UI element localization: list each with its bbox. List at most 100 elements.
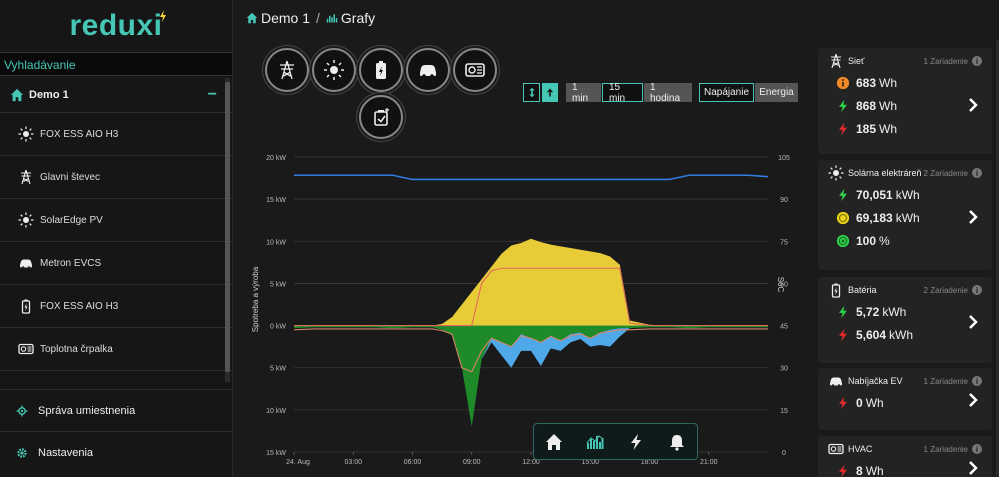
location-header[interactable]: Demo 1 −: [0, 78, 233, 113]
info-icon[interactable]: i: [972, 376, 982, 386]
energy-chart[interactable]: 20 kW 15 kW 10 kW 5 kW 0 kW 5 kW 10 kW 15 kW 105…: [246, 145, 806, 477]
summary-card[interactable]: Batéria 2 Zariadenie i 5,72 kWh 5,604 kW…: [818, 277, 992, 363]
info-icon[interactable]: i: [972, 56, 982, 66]
y-tick-label: 20 kW: [266, 155, 286, 162]
interval-label: 1 min: [572, 81, 589, 104]
toggle-stacked-button[interactable]: [523, 83, 540, 102]
bolt-icon[interactable]: [627, 433, 645, 451]
sun-icon: [18, 212, 34, 228]
sidebar-scrollbar[interactable]: [225, 78, 230, 382]
device-label: FOX ESS AIO H3: [40, 300, 119, 312]
card-metric-row: 100 %: [818, 229, 992, 252]
card-title: Sieť: [848, 56, 865, 66]
home-icon[interactable]: [545, 433, 563, 451]
filter-ev-button[interactable]: [406, 48, 450, 92]
bolt-red-icon: [839, 396, 847, 409]
chevron-right-icon[interactable]: [968, 460, 978, 476]
interval-15min-button[interactable]: 15 min: [602, 82, 643, 104]
logo[interactable]: reduxi: [0, 0, 232, 52]
card-device-count: 1 Zariadenie: [923, 444, 968, 454]
y-tick-label: 5 kW: [270, 281, 286, 288]
metric-unit: kWh: [895, 210, 920, 225]
bell-icon[interactable]: [668, 433, 686, 451]
device-label: FOX ESS AIO H3: [40, 128, 119, 140]
sidebar-device-item[interactable]: Metron EVCS: [0, 242, 233, 285]
bolt-green-icon: [839, 305, 847, 318]
sidebar-scroll-thumb[interactable]: [225, 82, 230, 372]
power-tower-icon: [831, 53, 841, 69]
interval-1h-button[interactable]: 1 hodina: [644, 81, 692, 104]
card-title: Solárna elektráreň: [848, 168, 922, 178]
filter-battery-button[interactable]: [359, 48, 403, 92]
y2-tick-label: 90: [780, 197, 788, 204]
summary-card[interactable]: Sieť 1 Zariadenie i 683 Wh 868 Wh 185 Wh: [818, 48, 992, 154]
collapse-icon[interactable]: −: [207, 86, 217, 103]
summary-card[interactable]: HVAC 1 Zariadenie i 8 Wh: [818, 436, 992, 477]
page-scrollbar[interactable]: [996, 40, 999, 477]
y2-tick-label: 30: [780, 366, 788, 373]
metric-unit: %: [879, 233, 890, 248]
card-header: Batéria 2 Zariadenie i: [818, 277, 992, 298]
y2-tick-label: 75: [780, 239, 788, 246]
card-metric-row: 69,183 kWh: [818, 206, 992, 229]
chart-icon[interactable]: [586, 433, 604, 451]
search-bar[interactable]: Vyhladávanie: [0, 52, 232, 76]
sidebar-device-item[interactable]: FOX ESS AIO H3: [0, 285, 233, 328]
card-device-count: 2 Zariadenie: [923, 168, 968, 178]
breadcrumb: Demo 1 / Grafy: [246, 10, 375, 26]
info-icon[interactable]: i: [972, 168, 982, 178]
metric-unit: Wh: [865, 463, 884, 477]
sidebar-device-item[interactable]: FOX ESS AIO H3: [0, 113, 233, 156]
metric-unit: kWh: [895, 187, 920, 202]
metric-unit: Wh: [879, 98, 898, 113]
metric-value: 868: [856, 98, 877, 113]
y-axis-label: Spotreba a výroba: [251, 266, 260, 332]
y2-tick-label: 60: [780, 281, 788, 288]
sidebar-device-item[interactable]: Glavni števec: [0, 156, 233, 199]
x-tick-label: 12:00: [522, 459, 540, 466]
y2-tick-label: 105: [778, 155, 790, 162]
summary-card[interactable]: Solárna elektráreň 2 Zariadenie i 70,051…: [818, 160, 992, 270]
x-tick-label: 21:00: [700, 459, 718, 466]
home-icon: [10, 88, 24, 102]
interval-label: 1 hodina: [650, 81, 681, 104]
bolt-red-icon: [839, 122, 847, 135]
info-icon[interactable]: i: [972, 444, 982, 454]
info-icon[interactable]: i: [972, 285, 982, 295]
sun-icon: [324, 60, 344, 80]
mode-energy-button[interactable]: Energia: [755, 83, 798, 102]
battery-plus-icon: [374, 108, 389, 126]
chevron-right-icon[interactable]: [968, 392, 978, 408]
nav-settings[interactable]: Nastavenia: [0, 431, 233, 473]
x-tick-label: 18:00: [641, 459, 659, 466]
chevron-right-icon[interactable]: [968, 314, 978, 330]
bolt-red-icon: [839, 464, 847, 477]
y-tick-label: 10 kW: [266, 408, 286, 415]
summary-card[interactable]: Nabíjačka EV 1 Zariadenie i 0 Wh: [818, 368, 992, 430]
toggle-up-button[interactable]: [542, 83, 558, 102]
mode-power-button[interactable]: Napájanie: [699, 83, 754, 102]
location-name: Demo 1: [29, 89, 69, 101]
metric-value: 0: [856, 395, 863, 410]
card-device-count: 1 Zariadenie: [923, 376, 968, 386]
chart-svg[interactable]: 20 kW 15 kW 10 kW 5 kW 0 kW 5 kW 10 kW 15 kW 105…: [246, 145, 806, 477]
interval-1min-button[interactable]: 1 min: [566, 81, 601, 104]
sidebar-device-item[interactable]: Toplotna črpalka: [0, 328, 233, 371]
filter-storage-button[interactable]: [359, 95, 403, 139]
location-icon: [16, 405, 28, 416]
location-list: Demo 1 − FOX ESS AIO H3 Glavni števec Sola…: [0, 78, 233, 384]
filter-solar-button[interactable]: [312, 48, 356, 92]
sidebar-device-item[interactable]: SolarEdge PV: [0, 199, 233, 242]
metric-value: 5,72: [856, 304, 880, 319]
chevron-right-icon[interactable]: [968, 97, 978, 113]
filter-hvac-button[interactable]: [453, 48, 497, 92]
chevron-right-icon[interactable]: [968, 209, 978, 225]
card-title: Nabíjačka EV: [848, 376, 903, 386]
nav-location-management[interactable]: Správa umiestnenia: [0, 389, 233, 431]
filter-grid-button[interactable]: [265, 48, 309, 92]
breadcrumb-home[interactable]: Demo 1: [261, 10, 311, 26]
info-orange-icon: [836, 76, 850, 89]
card-metric-row: 683 Wh: [818, 71, 992, 94]
y-tick-label: 0 kW: [270, 324, 286, 331]
